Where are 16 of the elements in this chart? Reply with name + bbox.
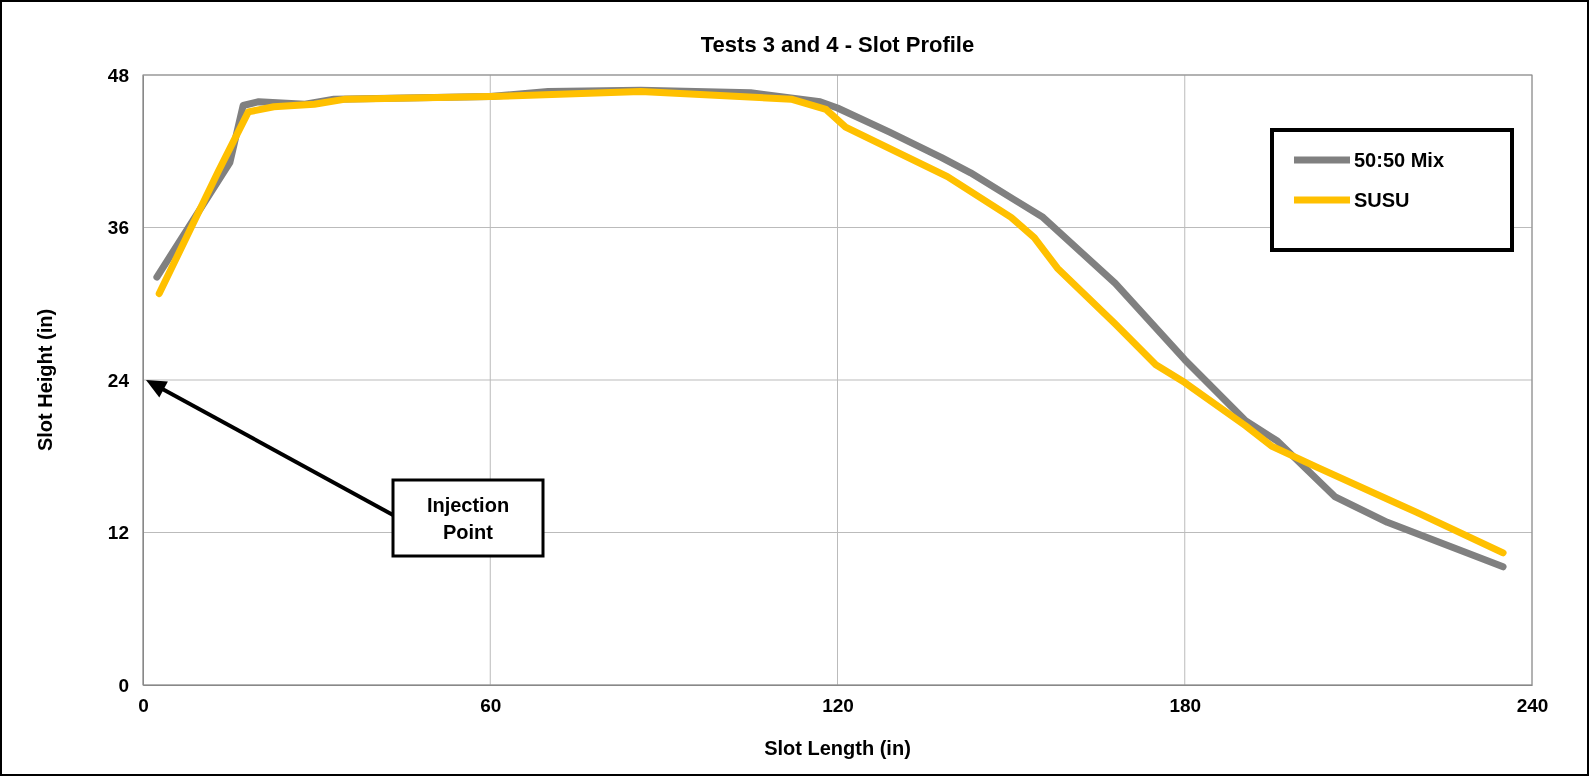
- legend-label: SUSU: [1354, 189, 1410, 211]
- x-tick-label: 0: [138, 695, 149, 717]
- y-axis-title: Slot Height (in): [34, 308, 56, 452]
- x-tick-label: 60: [480, 695, 502, 717]
- x-axis-title: Slot Length (in): [764, 737, 911, 759]
- x-tick-label: 120: [822, 695, 854, 717]
- annotation: Injection Point: [426, 494, 510, 543]
- y-tick-label: 36: [107, 217, 129, 239]
- y-tick-label: 48: [107, 64, 129, 86]
- y-tick-label: 24: [107, 369, 130, 391]
- legend-label: 50:50 Mix: [1354, 149, 1445, 171]
- y-tick-label: 12: [107, 522, 129, 544]
- y-tick-label: 0: [118, 674, 129, 696]
- x-tick-label: 240: [1516, 695, 1549, 717]
- chart-title: Tests 3 and 4 - Slot Profile: [700, 32, 975, 57]
- x-tick-label: 180: [1169, 695, 1202, 717]
